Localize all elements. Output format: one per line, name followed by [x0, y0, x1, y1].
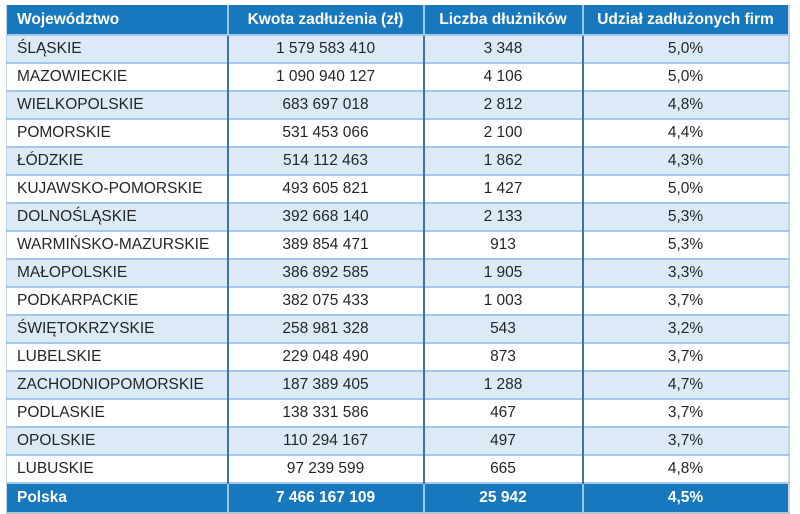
cell-wojewodztwo: PODKARPACKIE [6, 286, 228, 315]
cell-udzial-firm: 5,0% [581, 34, 789, 63]
col-header-udzial-firm: Udział zadłużonych firm [581, 5, 789, 35]
cell-wojewodztwo: MAŁOPOLSKIE [6, 258, 228, 287]
total-cell-udzial-firm: 4,5% [581, 482, 789, 514]
cell-liczba-dluznikow: 1 427 [422, 174, 583, 203]
total-cell-liczba-dluznikow: 25 942 [422, 482, 583, 514]
cell-kwota-zadluzenia: 531 453 066 [226, 118, 424, 147]
debt-by-voivodeship-table: Województwo Kwota zadłużenia (zł) Liczba… [6, 5, 790, 514]
cell-wojewodztwo: MAZOWIECKIE [6, 62, 228, 91]
cell-liczba-dluznikow: 1 905 [422, 258, 583, 287]
total-cell-wojewodztwo: Polska [6, 482, 228, 514]
cell-udzial-firm: 4,3% [581, 146, 789, 175]
cell-udzial-firm: 3,7% [581, 342, 789, 371]
table-row: WARMIŃSKO-MAZURSKIE 389 854 471 913 5,3% [6, 230, 789, 259]
cell-liczba-dluznikow: 2 133 [422, 202, 583, 231]
cell-kwota-zadluzenia: 514 112 463 [226, 146, 424, 175]
cell-kwota-zadluzenia: 386 892 585 [226, 258, 424, 287]
cell-liczba-dluznikow: 497 [422, 426, 583, 455]
cell-wojewodztwo: ŁÓDZKIE [6, 146, 228, 175]
cell-wojewodztwo: WIELKOPOLSKIE [6, 90, 228, 119]
cell-kwota-zadluzenia: 493 605 821 [226, 174, 424, 203]
table-row: PODLASKIE 138 331 586 467 3,7% [6, 398, 789, 427]
cell-liczba-dluznikow: 2 100 [422, 118, 583, 147]
cell-liczba-dluznikow: 873 [422, 342, 583, 371]
cell-wojewodztwo: LUBUSKIE [6, 454, 228, 483]
table-row: LUBELSKIE 229 048 490 873 3,7% [6, 342, 789, 371]
cell-liczba-dluznikow: 4 106 [422, 62, 583, 91]
cell-kwota-zadluzenia: 229 048 490 [226, 342, 424, 371]
table-row: ŁÓDZKIE 514 112 463 1 862 4,3% [6, 146, 789, 175]
cell-wojewodztwo: ZACHODNIOPOMORSKIE [6, 370, 228, 399]
cell-udzial-firm: 3,7% [581, 398, 789, 427]
cell-wojewodztwo: ŚWIĘTOKRZYSKIE [6, 314, 228, 343]
total-cell-kwota-zadluzenia: 7 466 167 109 [226, 482, 424, 514]
cell-kwota-zadluzenia: 1 090 940 127 [226, 62, 424, 91]
cell-wojewodztwo: ŚLĄSKIE [6, 34, 228, 63]
cell-wojewodztwo: POMORSKIE [6, 118, 228, 147]
cell-udzial-firm: 5,0% [581, 174, 789, 203]
col-header-wojewodztwo: Województwo [6, 5, 228, 35]
cell-udzial-firm: 3,7% [581, 426, 789, 455]
cell-liczba-dluznikow: 1 288 [422, 370, 583, 399]
cell-liczba-dluznikow: 467 [422, 398, 583, 427]
total-row: Polska 7 466 167 109 25 942 4,5% [6, 482, 789, 514]
cell-wojewodztwo: WARMIŃSKO-MAZURSKIE [6, 230, 228, 259]
cell-kwota-zadluzenia: 1 579 583 410 [226, 34, 424, 63]
cell-kwota-zadluzenia: 382 075 433 [226, 286, 424, 315]
table-row: KUJAWSKO-POMORSKIE 493 605 821 1 427 5,0% [6, 174, 789, 203]
cell-udzial-firm: 4,7% [581, 370, 789, 399]
table-row: ŚLĄSKIE 1 579 583 410 3 348 5,0% [6, 34, 789, 63]
cell-kwota-zadluzenia: 258 981 328 [226, 314, 424, 343]
col-header-liczba-dluznikow: Liczba dłużników [422, 5, 583, 35]
cell-wojewodztwo: KUJAWSKO-POMORSKIE [6, 174, 228, 203]
cell-kwota-zadluzenia: 97 239 599 [226, 454, 424, 483]
cell-wojewodztwo: PODLASKIE [6, 398, 228, 427]
cell-wojewodztwo: OPOLSKIE [6, 426, 228, 455]
cell-kwota-zadluzenia: 389 854 471 [226, 230, 424, 259]
cell-liczba-dluznikow: 2 812 [422, 90, 583, 119]
cell-liczba-dluznikow: 1 003 [422, 286, 583, 315]
cell-udzial-firm: 4,8% [581, 454, 789, 483]
cell-kwota-zadluzenia: 138 331 586 [226, 398, 424, 427]
cell-udzial-firm: 5,0% [581, 62, 789, 91]
cell-kwota-zadluzenia: 392 668 140 [226, 202, 424, 231]
cell-udzial-firm: 3,3% [581, 258, 789, 287]
table-row: ZACHODNIOPOMORSKIE 187 389 405 1 288 4,7% [6, 370, 789, 399]
table-row: PODKARPACKIE 382 075 433 1 003 3,7% [6, 286, 789, 315]
table-row: MAZOWIECKIE 1 090 940 127 4 106 5,0% [6, 62, 789, 91]
cell-udzial-firm: 4,8% [581, 90, 789, 119]
cell-udzial-firm: 3,2% [581, 314, 789, 343]
col-header-kwota-zadluzenia: Kwota zadłużenia (zł) [226, 5, 424, 35]
table-row: WIELKOPOLSKIE 683 697 018 2 812 4,8% [6, 90, 789, 119]
cell-udzial-firm: 5,3% [581, 202, 789, 231]
cell-liczba-dluznikow: 3 348 [422, 34, 583, 63]
table-row: MAŁOPOLSKIE 386 892 585 1 905 3,3% [6, 258, 789, 287]
table-body: ŚLĄSKIE 1 579 583 410 3 348 5,0% MAZOWIECKIE… [6, 34, 789, 483]
cell-wojewodztwo: LUBELSKIE [6, 342, 228, 371]
cell-liczba-dluznikow: 543 [422, 314, 583, 343]
cell-liczba-dluznikow: 1 862 [422, 146, 583, 175]
table-row: DOLNOŚLĄSKIE 392 668 140 2 133 5,3% [6, 202, 789, 231]
table-row: ŚWIĘTOKRZYSKIE 258 981 328 543 3,2% [6, 314, 789, 343]
cell-udzial-firm: 5,3% [581, 230, 789, 259]
cell-udzial-firm: 3,7% [581, 286, 789, 315]
table-row: POMORSKIE 531 453 066 2 100 4,4% [6, 118, 789, 147]
table-row: OPOLSKIE 110 294 167 497 3,7% [6, 426, 789, 455]
table-header: Województwo Kwota zadłużenia (zł) Liczba… [6, 5, 789, 35]
cell-kwota-zadluzenia: 110 294 167 [226, 426, 424, 455]
cell-udzial-firm: 4,4% [581, 118, 789, 147]
cell-liczba-dluznikow: 665 [422, 454, 583, 483]
table-footer: Polska 7 466 167 109 25 942 4,5% [6, 482, 789, 514]
cell-liczba-dluznikow: 913 [422, 230, 583, 259]
cell-kwota-zadluzenia: 187 389 405 [226, 370, 424, 399]
cell-wojewodztwo: DOLNOŚLĄSKIE [6, 202, 228, 231]
header-row: Województwo Kwota zadłużenia (zł) Liczba… [6, 5, 789, 35]
cell-kwota-zadluzenia: 683 697 018 [226, 90, 424, 119]
table-row: LUBUSKIE 97 239 599 665 4,8% [6, 454, 789, 483]
